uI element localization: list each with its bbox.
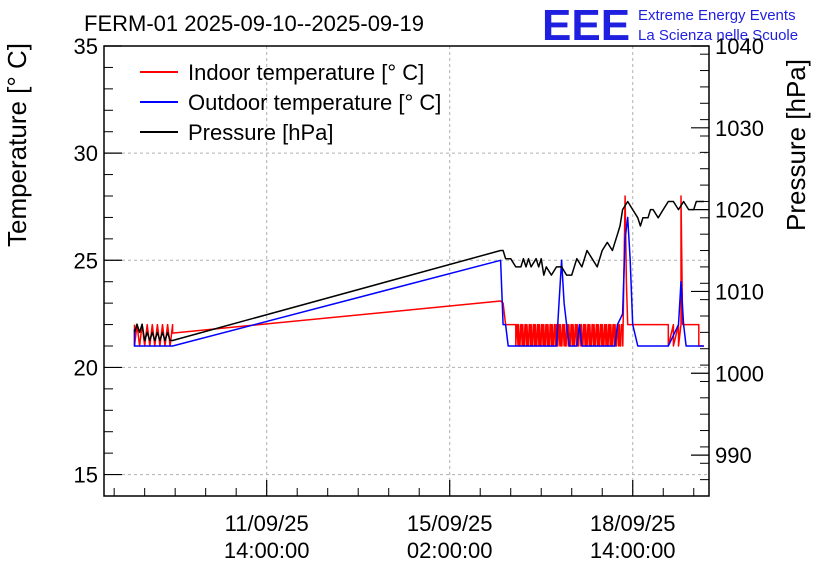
grid <box>104 46 709 496</box>
x-tick-label-date: 11/09/25 <box>225 511 309 536</box>
left-axis: 15 20 25 30 35 <box>74 34 122 497</box>
legend-label-indoor: Indoor temperature [° C] <box>188 60 424 85</box>
bottom-axis: 11/09/2514:00:0015/09/2502:00:0018/09/25… <box>113 480 695 563</box>
left-tick-label: 35 <box>74 34 98 59</box>
outdoor-temperature-line <box>133 216 704 347</box>
pressure-line <box>133 200 704 342</box>
right-axis-title: Pressure [hPa] <box>781 59 811 231</box>
right-tick-label: 1010 <box>715 279 764 304</box>
x-tick-label-time: 14:00:00 <box>590 538 676 563</box>
right-tick-label: 1030 <box>715 116 764 141</box>
right-tick-label: 1040 <box>715 34 764 59</box>
x-tick-label-time: 14:00:00 <box>224 538 310 563</box>
plot-frame <box>103 45 710 497</box>
left-tick-label: 30 <box>74 141 98 166</box>
left-tick-label: 25 <box>74 248 98 273</box>
right-axis: 990 1000 1010 1020 1030 1040 <box>691 34 764 497</box>
legend: Indoor temperature [° C] Outdoor tempera… <box>140 60 441 145</box>
legend-label-outdoor: Outdoor temperature [° C] <box>188 90 441 115</box>
right-tick-label: 1000 <box>715 361 764 386</box>
right-tick-label: 990 <box>715 443 752 468</box>
eee-logo: EEE Extreme Energy Events La Scienza nel… <box>542 1 798 50</box>
right-tick-label: 1020 <box>715 198 764 223</box>
legend-label-pressure: Pressure [hPa] <box>188 120 334 145</box>
plot-area <box>133 195 704 347</box>
logo-mark: EEE <box>542 1 630 50</box>
left-tick-label: 15 <box>74 463 98 488</box>
logo-line-1: Extreme Energy Events <box>638 7 796 24</box>
left-tick-label: 20 <box>74 355 98 380</box>
x-tick-label-time: 02:00:00 <box>407 538 493 563</box>
x-tick-label-date: 18/09/25 <box>590 511 676 536</box>
chart-title: FERM-01 2025-09-10--2025-09-19 <box>84 11 424 36</box>
logo-line-2: La Scienza nelle Scuole <box>638 27 798 44</box>
x-tick-label-date: 15/09/25 <box>407 511 493 536</box>
left-axis-title: Temperature [° C] <box>2 43 32 247</box>
